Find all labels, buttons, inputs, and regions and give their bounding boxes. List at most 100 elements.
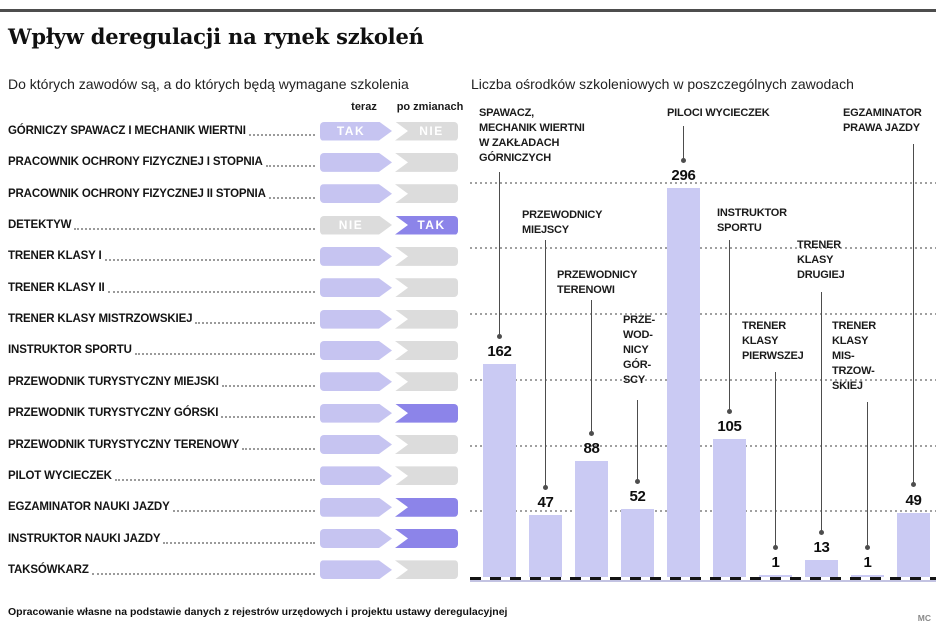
bar-category-label-line: INSTRUKTOR — [717, 207, 787, 219]
gridline — [470, 181, 936, 184]
bar-category-label-line: KLASY — [832, 335, 869, 347]
col-header-teraz: teraz — [351, 101, 377, 113]
now-arrow — [320, 497, 392, 517]
bar-category-label: EGZAMINATOR PRAWA JAZDY — [843, 106, 922, 136]
leader-dot — [819, 530, 824, 535]
profession-row: PILOT WYCIECZEK — [8, 466, 458, 486]
dotted-leader — [172, 510, 315, 513]
dotted-leader — [221, 416, 315, 419]
bar-category-label-line: MECHANIK WIERTNI — [479, 122, 585, 134]
leader-line — [498, 172, 501, 336]
gridline — [470, 510, 936, 513]
profession-label: PILOT WYCIECZEK — [8, 469, 112, 482]
bar — [851, 575, 884, 577]
now-arrow — [320, 560, 392, 580]
leader-line — [682, 126, 685, 160]
bar-category-label-line: TRENER — [797, 239, 842, 251]
leader-line — [912, 144, 915, 484]
now-arrow: TAK — [320, 121, 392, 141]
profession-label: TRENER KLASY I — [8, 250, 102, 263]
after-arrow-label: NIE — [419, 124, 444, 138]
leader-dot — [727, 409, 732, 414]
after-arrow — [395, 278, 458, 298]
bar-category-label-line: PRAWA JAZDY — [843, 122, 920, 134]
bar-category-label: TRENER KLASY PIERWSZEJ — [742, 319, 804, 364]
chart-baseline-underlay — [470, 580, 936, 582]
profession-label: TRENER KLASY II — [8, 281, 105, 294]
dotted-leader — [91, 572, 315, 575]
profession-rows: GÓRNICZY SPAWACZ I MECHANIK WIERTNI TAK NI… — [8, 0, 458, 626]
bar-category-label: PRZEWODNICY MIEJSCY — [522, 208, 603, 238]
bar-value: 52 — [629, 487, 646, 505]
dotted-leader — [163, 541, 315, 544]
bar-category-label: PRZE- WOD- NICY GÓR- SCY — [623, 313, 655, 388]
leader-line — [590, 300, 593, 433]
bar-category-label-line: TRENER — [742, 320, 787, 332]
bar-category-label-line: DRUGIEJ — [797, 269, 845, 281]
profession-row: GÓRNICZY SPAWACZ I MECHANIK WIERTNI TAK NI… — [8, 121, 458, 141]
profession-row: DETEKTYW NIE TAK — [8, 215, 458, 235]
bar-category-label-line: GÓR- — [623, 359, 651, 371]
bar-category-label: TRENER KLASY DRUGIEJ — [797, 238, 845, 283]
bar — [759, 575, 792, 577]
now-arrow — [320, 309, 392, 329]
profession-row: PRACOWNIK OCHRONY FIZYCZNEJ I STOPNIA — [8, 152, 458, 172]
now-arrow — [320, 435, 392, 454]
bar-category-label-line: SPAWACZ, — [479, 107, 535, 119]
profession-row: PRZEWODNIK TURYSTYCZNY GÓRSKI — [8, 403, 458, 423]
bar-category-label-line: WOD- — [623, 329, 653, 341]
now-arrow — [320, 184, 392, 204]
bar-category-label: TRENER KLASY MIS- TRZOW- SKIEJ — [832, 319, 876, 394]
bar-value: 47 — [537, 494, 554, 512]
bar-value: 296 — [671, 166, 696, 184]
bar — [529, 515, 562, 577]
leader-dot — [635, 479, 640, 484]
after-arrow — [395, 152, 458, 172]
profession-row: INSTRUKTOR SPORTU — [8, 340, 458, 360]
bar — [667, 187, 700, 577]
bar-category-label-line: EGZAMINATOR — [843, 107, 922, 119]
bar-category-label-line: TRENER — [832, 320, 877, 332]
leader-dot — [543, 485, 548, 490]
after-arrow — [395, 560, 458, 580]
after-arrow — [395, 435, 458, 454]
bar-category-label: SPAWACZ, MECHANIK WIERTNI W ZAKŁADACH GÓRNI… — [479, 106, 585, 166]
bar-category-label-line: SKIEJ — [832, 380, 863, 392]
bar-category-label-line: NICY — [623, 344, 649, 356]
left-panel-subtitle: Do których zawodów są, a do których będą… — [8, 76, 409, 92]
bar-value: 105 — [717, 417, 742, 435]
bar-category-label-line: KLASY — [742, 335, 779, 347]
leader-line — [728, 240, 731, 411]
after-arrow — [395, 529, 458, 549]
bar-category-label-line: W ZAKŁADACH — [479, 137, 560, 149]
leader-line — [866, 402, 869, 547]
now-arrow — [320, 152, 392, 172]
bar-category-label-line: GÓRNICZYCH — [479, 152, 551, 164]
after-arrow: NIE — [395, 121, 458, 141]
bar — [621, 508, 654, 577]
bar-category-label-line: SCY — [623, 374, 646, 386]
dotted-leader — [242, 447, 315, 450]
profession-row: PRACOWNIK OCHRONY FIZYCZNEJ II STOPNIA — [8, 184, 458, 204]
after-arrow — [395, 246, 458, 266]
after-arrow — [395, 466, 458, 486]
source-note: Opracowanie własne na podstawie danych z… — [8, 606, 508, 618]
profession-row: INSTRUKTOR NAUKI JAZDY — [8, 529, 458, 549]
profession-label: PRZEWODNIK TURYSTYCZNY GÓRSKI — [8, 407, 219, 420]
now-arrow-label: TAK — [336, 124, 366, 138]
bar-category-label: PRZEWODNICY TERENOWI — [557, 268, 638, 298]
bar-category-label: INSTRUKTOR SPORTU — [717, 206, 787, 236]
dotted-leader — [265, 165, 315, 168]
leader-dot — [911, 482, 916, 487]
profession-row: TRENER KLASY II — [8, 278, 458, 298]
dotted-leader — [195, 322, 315, 325]
after-arrow — [395, 372, 458, 392]
now-arrow — [320, 529, 392, 549]
bar-category-label-line: TRZOW- — [832, 365, 875, 377]
bar-category-label-line: SPORTU — [717, 222, 762, 234]
bar-category-label: PILOCI WYCIECZEK — [667, 106, 770, 121]
gridline — [470, 378, 936, 381]
leader-line — [636, 400, 639, 481]
bar-value: 1 — [771, 554, 780, 571]
bar-category-label-line: MIEJSCY — [522, 224, 569, 236]
